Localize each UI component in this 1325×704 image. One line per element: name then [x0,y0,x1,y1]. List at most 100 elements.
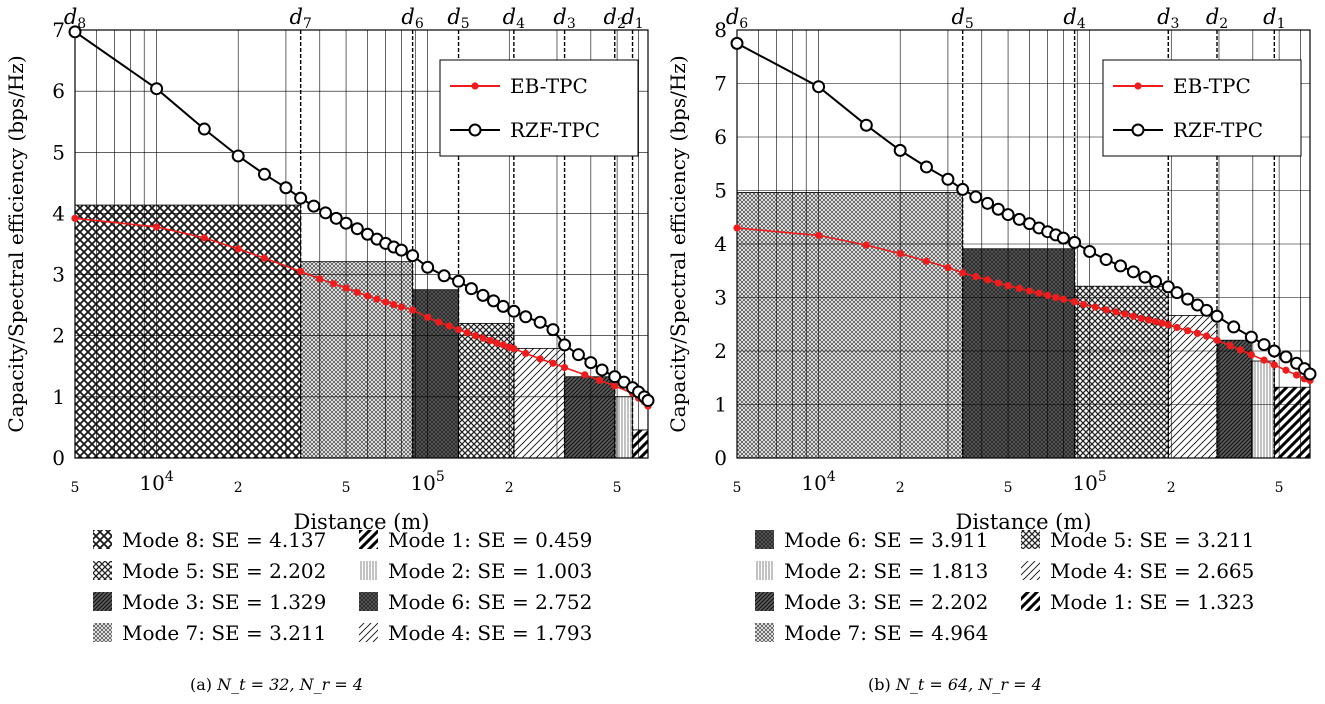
threshold-index: 8 [77,16,86,32]
mode-swatch-2 [359,561,378,580]
point-eb-tpc [959,269,967,277]
mode-bar-6 [412,289,459,459]
mode-bar-4 [1167,315,1218,459]
point-eb-tpc [1059,295,1067,303]
series [730,36,1317,385]
mode-swatch-6 [755,530,774,549]
point-eb-tpc [522,349,530,358]
point-eb-tpc [297,267,305,276]
point-rzf-tpc [1099,253,1113,267]
point-eb-tpc [486,337,494,345]
y-tick-label: 1 [52,385,65,409]
mode-swatch-2 [755,561,774,580]
mode-bars [74,204,649,459]
mode-legend-text: Mode 2: SE = 1.813 [784,559,988,583]
legend-entry: RZF-TPC [1173,118,1263,142]
mode-swatch-1 [1021,592,1040,611]
point-rzf-tpc [919,160,933,174]
threshold-label-d4: d4 [1063,5,1085,32]
series [68,25,655,410]
caption-math: N_t = 32, N_r = 4 [216,675,363,694]
y-axis: 0 1 2 3 4 5 6 7 [52,18,65,470]
point-eb-tpc [922,257,931,265]
threshold-label-d1: d1 [1263,5,1285,32]
point-eb-tpc [234,245,242,253]
y-tick-label: 3 [714,286,727,310]
threshold-index: 6 [739,16,748,32]
point-rzf-tpc [1244,330,1258,344]
point-eb-tpc [1164,321,1172,329]
legend-entry: RZF-TPC [510,118,600,142]
threshold-label-d2: d2 [604,5,626,32]
point-rzf-tpc [464,282,478,296]
point-rzf-tpc [641,394,655,408]
panel-caption: (b) N_t = 64, N_r = 4 [868,675,1042,694]
point-rzf-tpc [307,199,321,213]
mode-swatch-1 [359,530,378,549]
x-tick-label-minor: 5 [1004,480,1013,496]
threshold-letter: d [726,5,739,29]
point-rzf-tpc [1257,338,1271,352]
mode-bar-8 [74,204,302,459]
x-tick-label-minor: 5 [733,480,742,496]
threshold-index: 3 [567,16,576,32]
point-eb-tpc [424,313,432,321]
threshold-letter: d [1157,5,1170,29]
mode-legend-text: Mode 8: SE = 4.137 [122,528,326,552]
point-rzf-tpc [1181,292,1195,306]
point-rzf-tpc [608,370,622,384]
series-legend: EB-TPC RZF-TPC [439,59,639,157]
point-rzf-tpc [1083,244,1097,258]
mode-legend-text: Mode 7: SE = 3.211 [122,621,326,645]
threshold-letter: d [1206,5,1219,29]
x-tick-label-minor: 2 [896,480,905,496]
point-rzf-tpc [150,82,164,96]
threshold-label-d5: d5 [447,5,469,32]
mode-bar-6 [962,248,1076,459]
mode-legend: Mode 6: SE = 3.911 Mode 5: SE = 3.211 Mode… [755,528,1254,645]
point-eb-tpc [390,300,398,309]
point-eb-tpc [1292,371,1301,379]
mode-swatch-5 [1021,530,1040,549]
x-tick-label-minor: 5 [613,480,622,496]
point-eb-tpc [152,223,161,231]
x-tick-label-minor: 2 [1167,480,1176,496]
point-rzf-tpc [319,206,333,220]
point-rzf-tpc [197,122,211,136]
threshold-index: 5 [461,16,470,32]
point-eb-tpc [862,241,870,249]
y-axis-title: Capacity/Spectral efficiency (bps/Hz) [666,55,690,432]
mode-bar-2 [1250,360,1275,459]
x-tick-label-major: 105 [410,469,444,495]
point-eb-tpc [581,371,589,379]
point-rzf-tpc [941,172,955,186]
point-eb-tpc [260,254,269,262]
mode-legend-text: Mode 4: SE = 2.665 [1050,559,1254,583]
threshold-label-d6: d6 [726,5,748,32]
y-tick-label: 4 [714,232,727,256]
y-tick-label: 0 [52,446,65,470]
point-eb-tpc [560,363,569,372]
point-eb-tpc [1260,356,1268,364]
mode-swatch-4 [1021,561,1040,580]
threshold-label-d1: d1 [621,5,643,32]
point-rzf-tpc [350,222,364,236]
point-rzf-tpc [1056,231,1070,245]
y-tick-label: 8 [714,18,727,42]
point-eb-tpc [397,303,405,311]
mode-legend-text: Mode 7: SE = 4.964 [784,621,988,645]
point-rzf-tpc [981,196,995,210]
point-rzf-tpc [546,323,560,337]
point-rzf-tpc [231,149,245,163]
point-eb-tpc [536,355,544,363]
plot-frame [736,29,1311,459]
point-eb-tpc [733,224,741,232]
x-tick-label-minor: 5 [342,480,351,496]
point-eb-tpc [471,332,479,340]
point-rzf-tpc [893,143,907,157]
y-tick-label: 2 [714,339,727,363]
point-eb-tpc [1035,289,1043,297]
point-rzf-tpc [452,274,466,288]
y-tick-label: 4 [52,201,65,225]
